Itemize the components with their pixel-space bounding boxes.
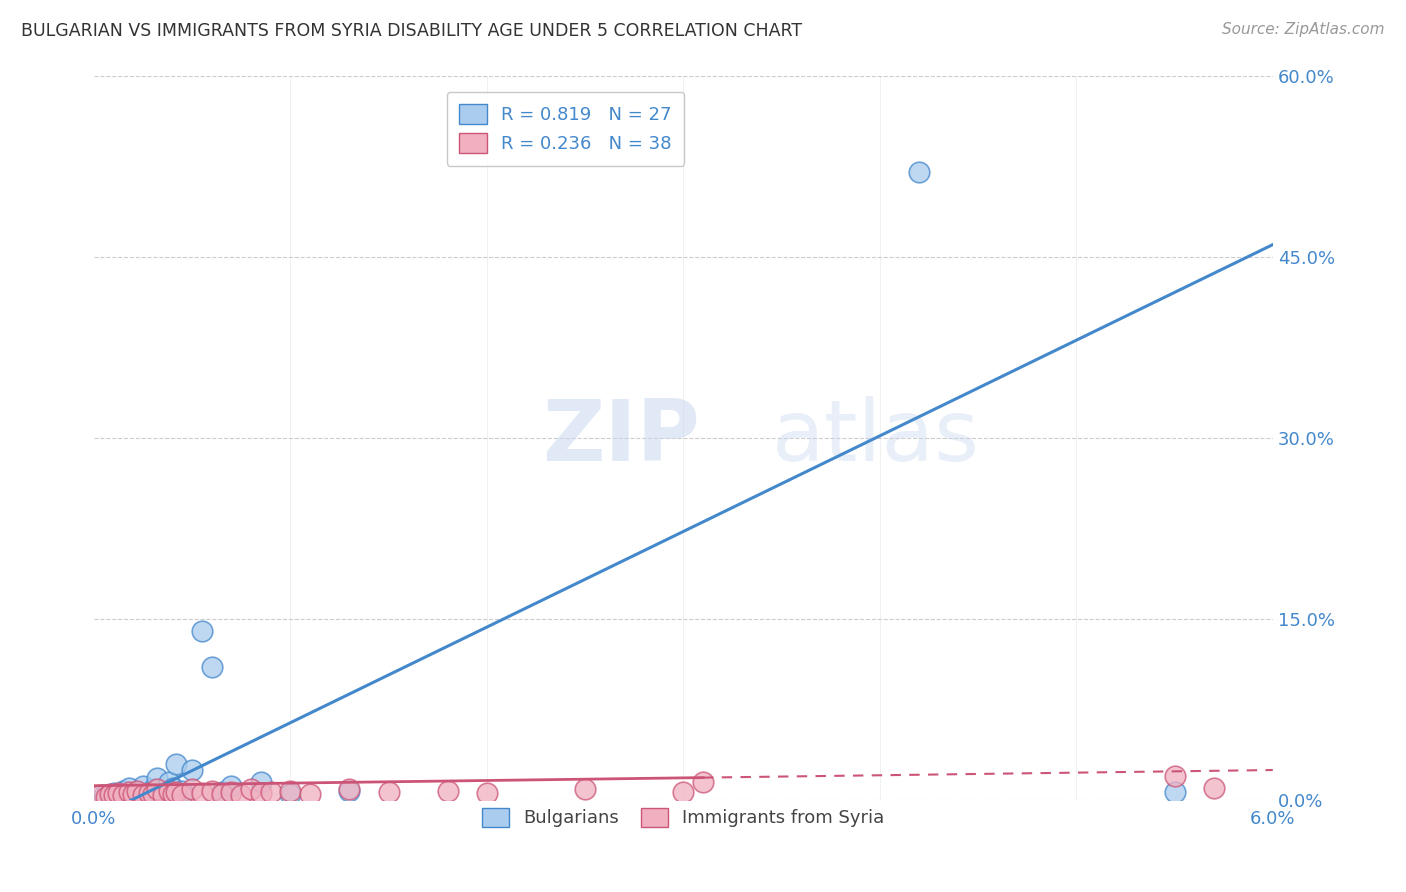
- Point: [138, 786, 160, 800]
- Point: [142, 782, 165, 797]
- Legend: Bulgarians, Immigrants from Syria: Bulgarians, Immigrants from Syria: [475, 800, 891, 835]
- Point: [122, 789, 145, 803]
- Point: [165, 785, 187, 799]
- Text: atlas: atlas: [772, 396, 980, 479]
- Point: [122, 787, 145, 801]
- Point: [1202, 781, 1225, 796]
- Point: [1163, 769, 1185, 783]
- Text: BULGARIAN VS IMMIGRANTS FROM SYRIA DISABILITY AGE UNDER 5 CORRELATION CHART: BULGARIAN VS IMMIGRANTS FROM SYRIA DISAB…: [21, 22, 803, 40]
- Point: [103, 789, 125, 803]
- Point: [89, 789, 111, 803]
- Point: [191, 624, 214, 639]
- Point: [211, 785, 233, 799]
- Point: [337, 783, 360, 797]
- Point: [221, 785, 243, 799]
- Text: ZIP: ZIP: [541, 396, 700, 479]
- Point: [172, 789, 194, 803]
- Point: [107, 786, 129, 800]
- Point: [132, 789, 155, 803]
- Point: [337, 782, 360, 797]
- Point: [157, 775, 180, 789]
- Point: [152, 786, 174, 800]
- Point: [201, 783, 224, 797]
- Point: [280, 783, 302, 797]
- Point: [201, 660, 224, 674]
- Point: [250, 775, 273, 789]
- Point: [112, 789, 135, 803]
- Point: [162, 787, 184, 801]
- Point: [98, 789, 121, 804]
- Point: [574, 782, 596, 797]
- Point: [146, 782, 169, 797]
- Point: [221, 779, 243, 793]
- Point: [260, 785, 283, 799]
- Point: [94, 789, 117, 804]
- Point: [475, 786, 498, 800]
- Point: [377, 785, 399, 799]
- Point: [181, 782, 204, 797]
- Point: [118, 781, 141, 796]
- Point: [142, 787, 165, 801]
- Point: [231, 789, 253, 803]
- Point: [165, 756, 187, 771]
- Point: [152, 789, 174, 803]
- Point: [240, 782, 263, 797]
- Point: [107, 787, 129, 801]
- Point: [112, 783, 135, 797]
- Point: [250, 786, 273, 800]
- Point: [211, 787, 233, 801]
- Point: [692, 775, 714, 789]
- Point: [280, 787, 302, 801]
- Point: [908, 165, 931, 179]
- Point: [191, 786, 214, 800]
- Point: [181, 763, 204, 777]
- Point: [93, 789, 115, 803]
- Point: [138, 787, 160, 801]
- Point: [157, 783, 180, 797]
- Point: [299, 787, 322, 801]
- Point: [146, 772, 169, 786]
- Point: [98, 787, 121, 801]
- Point: [172, 783, 194, 797]
- Point: [127, 783, 149, 797]
- Point: [103, 786, 125, 800]
- Point: [132, 779, 155, 793]
- Point: [672, 785, 695, 799]
- Point: [436, 783, 458, 797]
- Point: [118, 785, 141, 799]
- Point: [162, 781, 184, 796]
- Point: [1163, 785, 1185, 799]
- Point: [127, 785, 149, 799]
- Text: Source: ZipAtlas.com: Source: ZipAtlas.com: [1222, 22, 1385, 37]
